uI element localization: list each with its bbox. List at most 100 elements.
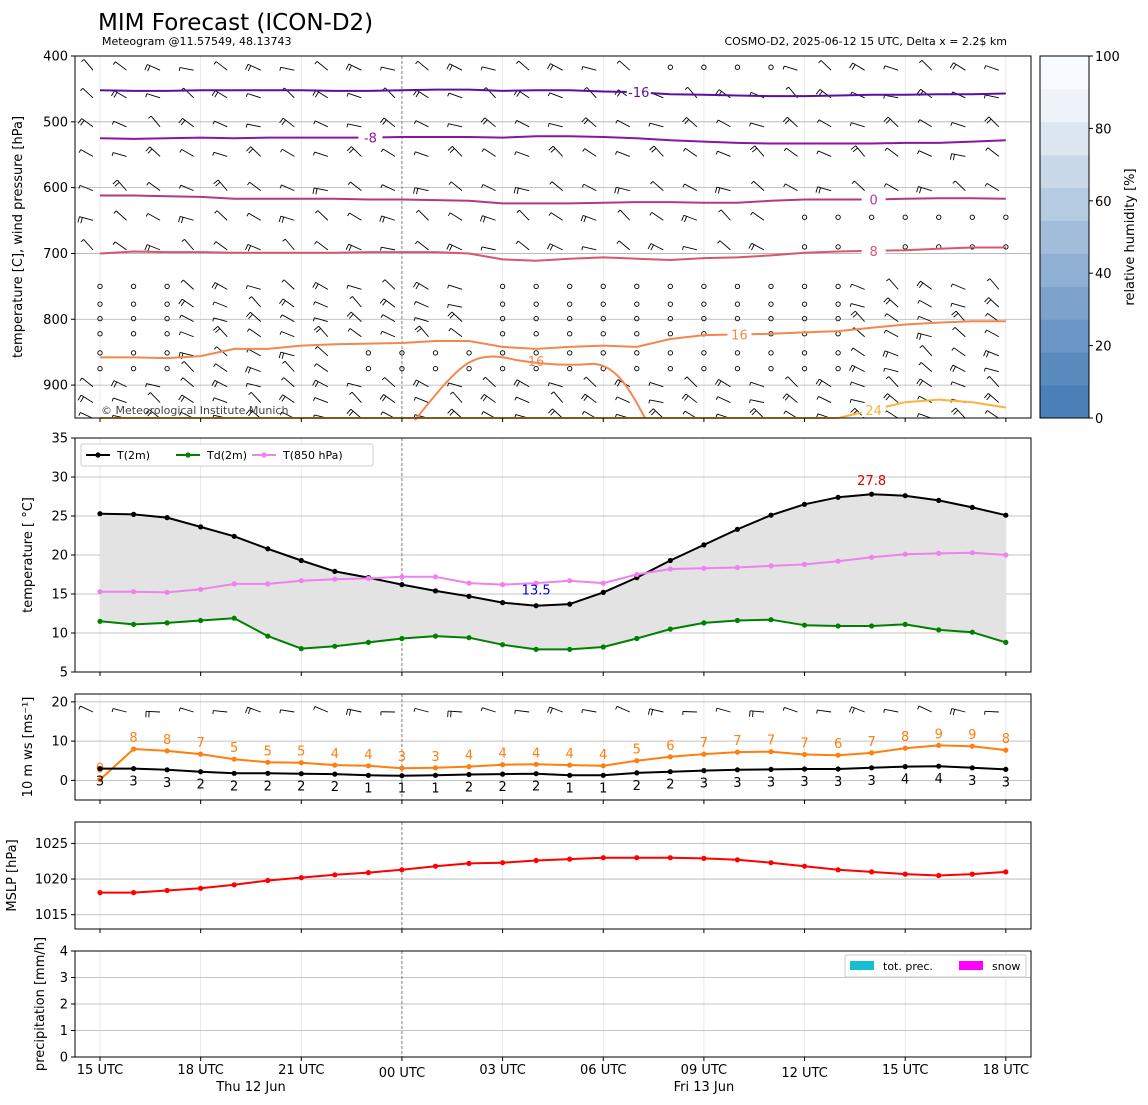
wind-barb [916, 332, 932, 340]
windspeed-point [902, 764, 908, 770]
isotherm-label-bg [861, 403, 886, 418]
wind-barb [78, 184, 94, 192]
windspeed-value-label: 3 [733, 776, 741, 791]
surface-wind-barb [581, 709, 597, 714]
series-point [500, 582, 506, 588]
gust-value-label: 6 [666, 739, 674, 754]
windspeed-point [298, 771, 304, 777]
series-point [734, 564, 741, 571]
calm-wind-marker [97, 301, 103, 307]
wind-barb [513, 379, 530, 388]
series-point [231, 533, 237, 539]
series-point [835, 494, 841, 500]
gust-point [265, 759, 271, 765]
wind-barb [447, 311, 463, 322]
gust-point [567, 762, 573, 768]
wind-barb [349, 296, 362, 308]
surface-wind-barb [480, 707, 496, 713]
wind-barb [380, 330, 396, 338]
legend-swatch [850, 961, 874, 970]
gust-value-label: 7 [767, 734, 775, 749]
isotherm-label: -8 [364, 132, 377, 147]
xtick-label: 03 UTC [479, 1063, 525, 1078]
windspeed-point [500, 771, 506, 777]
calm-wind-marker [97, 365, 103, 372]
mslp-point [265, 877, 271, 884]
calm-wind-marker [567, 301, 573, 307]
wind-barb [380, 148, 396, 157]
wind-barb [178, 118, 194, 128]
copyright-note: © Meteorological Institute Munich [101, 404, 288, 417]
mslp-point [399, 867, 405, 873]
surface-wind-barb [346, 708, 362, 716]
wind-barb [245, 409, 262, 419]
wind-barb [883, 393, 899, 403]
precipitation-panel-ytick-label: 2 [60, 998, 68, 1013]
wind-barb [282, 360, 295, 372]
windspeed-value-label: 2 [498, 780, 506, 795]
wind-barb [213, 363, 228, 373]
isotherm-line [99, 135, 1006, 145]
wind-barb [514, 151, 530, 157]
gust-value-label: 5 [633, 743, 641, 758]
xtick-label: 18 UTC [177, 1063, 223, 1078]
surface-wind-barb [279, 709, 295, 714]
colorbar-segment [1040, 319, 1089, 353]
pressure-panel-frame [74, 55, 1032, 419]
wind-barb [413, 120, 429, 128]
wind-barb [917, 315, 932, 323]
wind-barb [919, 59, 933, 71]
surface-wind-barb [615, 705, 630, 713]
wind-barb [346, 123, 362, 128]
gust-value-label: 8 [1002, 732, 1010, 747]
windspeed-point [768, 766, 774, 773]
wind-barb [984, 183, 1000, 192]
mslp-point [667, 855, 673, 861]
wind-barb [448, 181, 463, 191]
temperature-panel-ytick-label: 35 [51, 432, 68, 447]
calm-wind-marker [533, 350, 539, 356]
wind-barb [951, 407, 966, 419]
wind-barb [145, 146, 161, 157]
series-point [667, 557, 673, 564]
wind-barb [481, 148, 496, 157]
calm-wind-marker [701, 350, 707, 356]
isotherm-label: -16 [628, 86, 649, 101]
wind-barb [278, 351, 295, 359]
series-point [634, 571, 640, 578]
wind-barb [950, 381, 966, 388]
gust-value-label: 4 [532, 746, 540, 761]
isotherm-line [100, 320, 1006, 360]
windspeed-point [265, 770, 271, 776]
wind-barb [111, 120, 127, 128]
wind-barb [615, 396, 630, 403]
series-point [231, 581, 237, 587]
series-point [869, 491, 875, 497]
wind-barb [245, 285, 261, 290]
wind-barb [148, 115, 161, 128]
colorbar-segment [1040, 121, 1089, 156]
gust-value-label: 9 [968, 728, 976, 743]
wind-barb [178, 298, 194, 308]
windspeed-value-label: 3 [700, 777, 708, 792]
calm-wind-marker [365, 350, 372, 356]
windspeed-value-label: 2 [264, 779, 272, 794]
wind-barb [212, 301, 228, 308]
isotherm-label-bg [727, 327, 752, 342]
wind-barb [345, 63, 362, 71]
precipitation-panel: 0 1 2 3 4 precipitation [mm/h] tot. prec. snow [33, 937, 1032, 1071]
surface-wind-barb [917, 705, 932, 713]
series-point [164, 515, 170, 521]
xtick-label: 15 UTC [77, 1063, 123, 1078]
figure-title: MIM Forecast (ICON-D2) [98, 10, 373, 36]
wind-barb [950, 122, 966, 128]
wind-barb [346, 311, 362, 322]
gust-point [869, 750, 875, 756]
series-point [1003, 639, 1009, 646]
windspeed-value-label: 2 [331, 780, 339, 795]
wind-barb [77, 216, 94, 224]
calm-wind-marker [734, 283, 741, 290]
wind-barb [617, 209, 631, 221]
mslp-point [969, 871, 975, 877]
series-point [298, 578, 304, 584]
